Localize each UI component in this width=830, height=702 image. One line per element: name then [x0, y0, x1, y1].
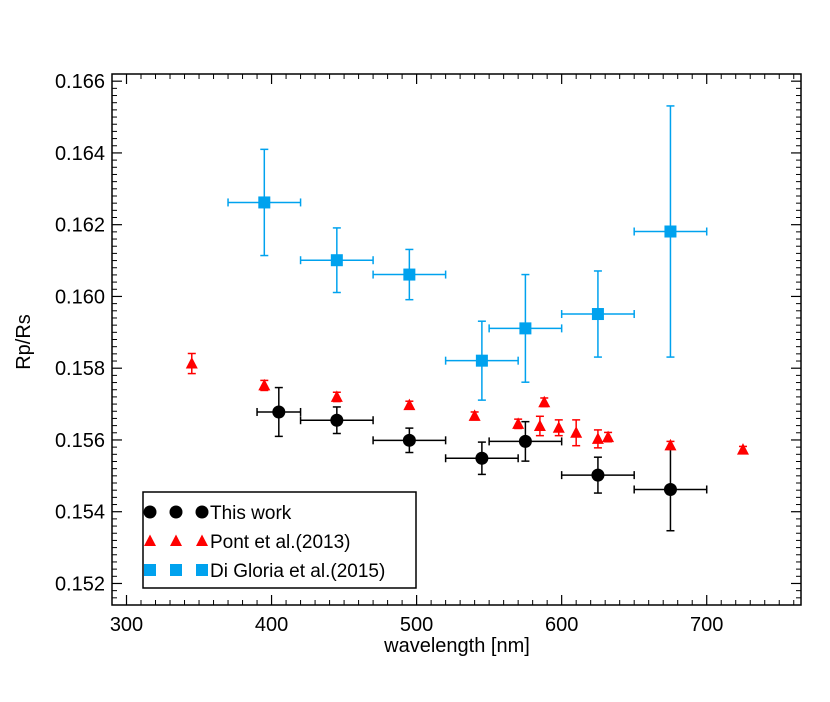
data-point — [475, 354, 488, 367]
y-tick-label: 0.164 — [55, 143, 105, 165]
data-point — [570, 426, 583, 438]
data-point — [518, 434, 532, 448]
data-point — [663, 482, 677, 496]
data-point — [258, 196, 271, 209]
data-point — [330, 390, 343, 402]
data-point — [468, 409, 481, 421]
y-tick-label: 0.162 — [55, 215, 105, 237]
data-point — [403, 268, 416, 281]
legend-marker — [170, 534, 182, 546]
legend-marker — [143, 505, 157, 519]
legend-marker — [196, 564, 208, 576]
series-0 — [256, 386, 708, 532]
legend-marker — [144, 564, 156, 576]
x-axis-label: wavelength [nm] — [383, 635, 530, 657]
data-point — [272, 405, 286, 419]
data-point — [512, 417, 525, 429]
x-tick-label: 600 — [545, 614, 578, 636]
legend-label: Pont et al.(2013) — [210, 532, 350, 553]
data-point — [330, 254, 343, 267]
data-point — [736, 443, 749, 455]
legend-marker — [170, 564, 182, 576]
x-tick-label: 400 — [255, 614, 288, 636]
legend-marker — [169, 505, 183, 519]
series-1 — [185, 352, 749, 455]
data-point — [538, 395, 551, 408]
data-point — [533, 419, 546, 431]
data-point — [591, 468, 605, 482]
y-tick-label: 0.152 — [55, 573, 105, 595]
y-tick-label: 0.160 — [55, 286, 105, 308]
data-point — [664, 438, 677, 451]
y-tick-label: 0.166 — [55, 71, 105, 93]
data-point — [664, 225, 677, 238]
legend-box — [142, 491, 417, 589]
y-tick-label: 0.158 — [55, 358, 105, 380]
x-tick-label: 700 — [690, 614, 723, 636]
legend-marker — [196, 534, 208, 546]
data-point — [602, 430, 615, 443]
data-point — [402, 433, 416, 447]
y-axis-label: Rp/Rs — [13, 314, 35, 370]
x-tick-label: 500 — [400, 614, 433, 636]
y-tick-label: 0.156 — [55, 430, 105, 452]
legend-marker — [195, 505, 209, 519]
x-tick-label: 300 — [110, 614, 143, 636]
data-point — [330, 413, 344, 427]
data-point — [475, 451, 489, 465]
data-point — [258, 378, 271, 391]
series-2 — [227, 105, 708, 401]
data-point — [591, 432, 604, 444]
data-point — [591, 308, 604, 321]
legend-label: Di Gloria et al.(2015) — [210, 561, 385, 582]
data-point — [552, 421, 565, 433]
data-point — [185, 357, 198, 369]
legend-label: This work — [210, 503, 292, 524]
legend-marker — [144, 534, 156, 546]
data-point — [403, 398, 416, 411]
y-tick-label: 0.154 — [55, 502, 105, 524]
data-point — [519, 322, 532, 335]
